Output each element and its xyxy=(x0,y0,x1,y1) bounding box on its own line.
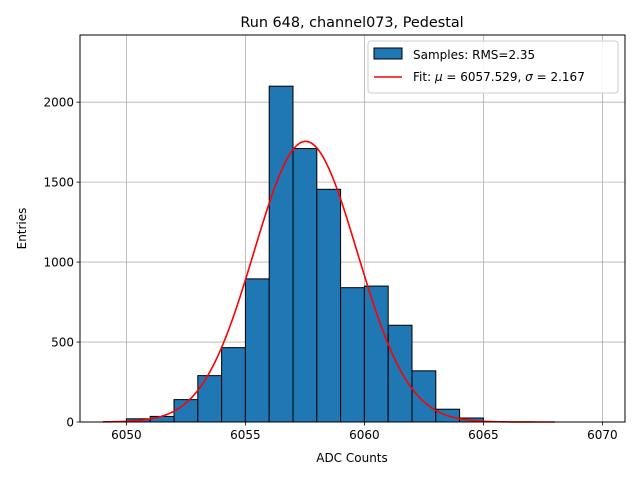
x-axis-ticks: 6050 6055 6060 6065 6070 xyxy=(111,422,618,442)
plot-frame xyxy=(79,34,626,423)
legend-fit-mu-eq: = xyxy=(443,70,461,84)
histogram-bar xyxy=(387,324,413,423)
legend-fit-mu-value: 6057.529 xyxy=(460,70,517,84)
x-tick-label: 6050 xyxy=(111,428,142,442)
x-tick-label: 6070 xyxy=(587,428,618,442)
histogram-bar xyxy=(197,375,223,423)
chart-title: Run 648, channel073, Pedestal xyxy=(240,15,463,31)
histogram-bar xyxy=(221,347,246,423)
histogram-bar xyxy=(363,285,389,423)
y-tick-label: 1000 xyxy=(43,255,74,269)
y-tick-label: 0 xyxy=(66,415,74,429)
legend-fit-sigma-eq: = xyxy=(533,70,551,84)
legend-fit-sep: , xyxy=(518,70,526,84)
legend-box xyxy=(367,40,619,94)
y-axis-ticks: 0 500 1000 1500 2000 xyxy=(43,95,80,429)
histogram-bar xyxy=(411,370,437,423)
histogram-bar xyxy=(340,287,365,423)
y-tick-label: 500 xyxy=(51,335,74,349)
histogram-bars xyxy=(125,85,484,423)
y-tick-label: 1500 xyxy=(43,175,74,189)
legend-fit-label: Fit: μ = 6057.529, σ = 2.167 xyxy=(413,70,585,84)
histogram-bar xyxy=(149,415,175,423)
histogram-bar xyxy=(244,278,270,423)
histogram-bar xyxy=(292,148,318,423)
legend-fit-sigma-symbol: σ xyxy=(525,70,533,84)
legend-histogram-label: Samples: RMS=2.35 xyxy=(413,48,535,62)
legend-fit-prefix: Fit: xyxy=(413,70,435,84)
x-tick-label: 6055 xyxy=(230,428,261,442)
legend-histogram-swatch xyxy=(373,47,403,60)
histogram-bar xyxy=(316,188,342,423)
x-axis-label: ADC Counts xyxy=(316,451,388,465)
y-tick-label: 2000 xyxy=(43,95,74,109)
legend-fit-sigma-value: 2.167 xyxy=(550,70,584,84)
x-tick-label: 6060 xyxy=(349,428,380,442)
legend-fit-mu-symbol: μ xyxy=(434,70,443,84)
x-tick-label: 6065 xyxy=(468,428,499,442)
legend: Samples: RMS=2.35 Fit: μ = 6057.529, σ =… xyxy=(367,40,619,94)
histogram-bar xyxy=(268,85,294,423)
y-axis-label: Entries xyxy=(15,208,29,250)
fit-curve xyxy=(102,140,555,423)
